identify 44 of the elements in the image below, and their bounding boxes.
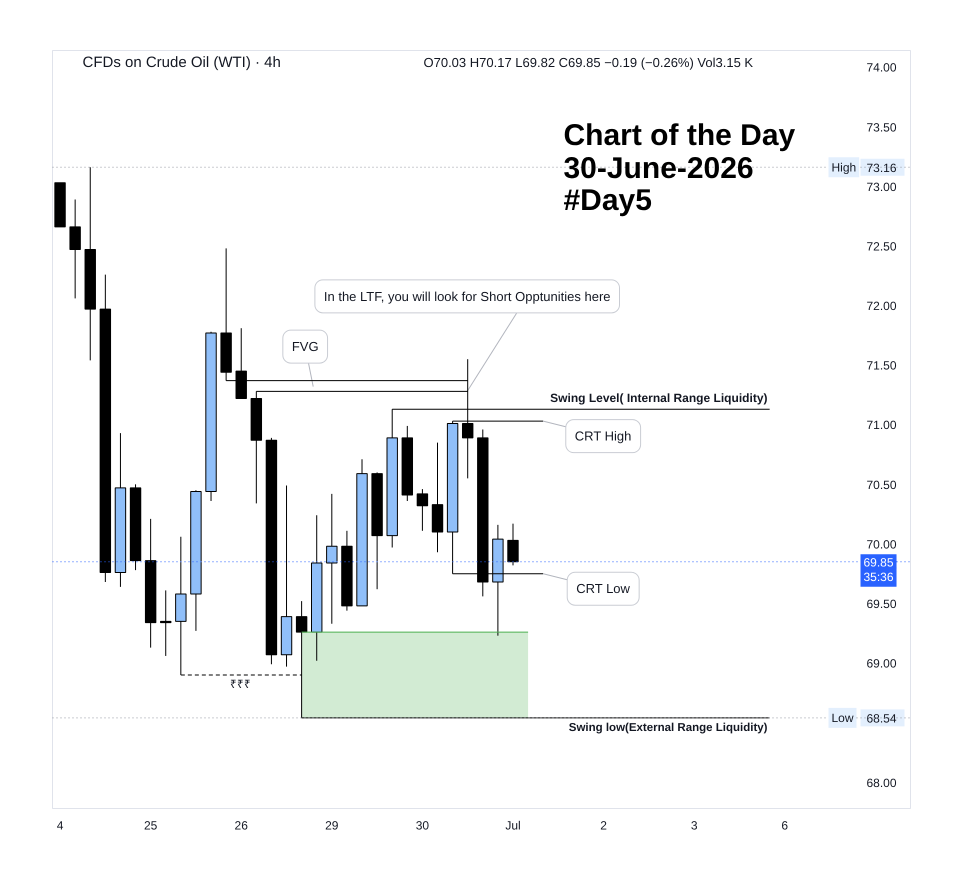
candlestick xyxy=(507,523,519,566)
x-tick-label: 3 xyxy=(690,818,698,832)
x-tick-label: 4 xyxy=(56,818,64,832)
y-tick-label: 68.54 xyxy=(866,711,897,726)
annotation: 30-June-2026 xyxy=(564,152,754,185)
x-tick-label: 30 xyxy=(416,818,430,832)
annotation: Swing Level( Internal Range Liquidity) xyxy=(550,391,768,406)
y-tick-label: 73.50 xyxy=(866,120,897,134)
y-tick-label: 72.50 xyxy=(866,239,897,254)
candlestick xyxy=(69,198,81,299)
annotation: FVG xyxy=(292,339,319,354)
chart-subtitle: O70.03 H70.17 L69.82 C69.85 −0.19 (−0.26%) Vol3.15 K xyxy=(424,55,754,70)
annotation: Swing low(External Range Liquidity) xyxy=(568,722,768,734)
y-tick-label: 74.00 xyxy=(866,60,897,75)
y-tick-label: 73.16 xyxy=(866,160,897,175)
x-tick-label: Jul xyxy=(505,818,521,832)
x-tick-label: 2 xyxy=(600,818,608,832)
y-tick-label: 69.00 xyxy=(866,656,897,671)
y-tick-label: 68.00 xyxy=(866,776,897,790)
ref-line-label: Low xyxy=(832,710,854,725)
y-tick-label: 71.00 xyxy=(866,418,897,432)
y-tick-label: 73.00 xyxy=(866,180,897,194)
ref-line-label: 69.85 xyxy=(864,555,894,570)
y-tick-label: 69.50 xyxy=(866,597,897,612)
annotation: In the LTF, you will look for Short Opptunities here xyxy=(324,288,611,304)
text: CRT Low xyxy=(576,581,631,596)
y-tick-label: 71.50 xyxy=(866,358,897,373)
ref-line-label: High xyxy=(832,160,856,174)
y-tick-label: 72.00 xyxy=(866,299,897,314)
y-tick-label: 70.00 xyxy=(866,537,897,552)
annotation: ₹₹₹ xyxy=(230,679,251,692)
text: CRT High xyxy=(574,428,632,444)
annotation: 35:36 xyxy=(864,570,894,584)
candlestick xyxy=(326,493,338,624)
chart-title: CFDs on Crude Oil (WTI) · 4h xyxy=(82,54,281,71)
annotation: Chart of the Day xyxy=(564,119,796,152)
candlestick xyxy=(416,488,428,532)
x-tick-label: 29 xyxy=(325,818,339,832)
x-tick-label: 6 xyxy=(781,818,788,832)
x-tick-label: 25 xyxy=(144,818,158,832)
y-tick-label: 70.50 xyxy=(866,478,897,492)
candlestick xyxy=(160,590,172,656)
x-tick-label: 26 xyxy=(234,818,248,832)
annotation: #Day5 xyxy=(564,184,652,217)
